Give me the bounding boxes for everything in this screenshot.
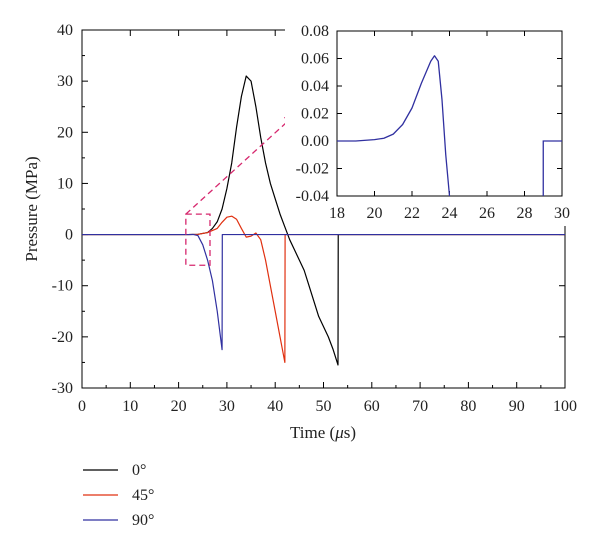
inset-series-line-90deg-tail	[542, 140, 562, 196]
inset-x-tick-label: 30	[554, 205, 570, 222]
series-line-0deg	[82, 75, 565, 366]
inset-y-tick-label: 0.02	[301, 106, 329, 123]
x-tick-label: 0	[78, 398, 86, 415]
x-tick-label: 80	[460, 398, 476, 415]
y-axis-label: Pressure (MPa)	[22, 156, 41, 261]
y-tick-label: 20	[57, 124, 73, 141]
inset-x-tick-label: 28	[517, 205, 533, 222]
y-tick-label: -30	[52, 380, 73, 397]
y-tick-label: 10	[57, 175, 73, 192]
main-series	[82, 75, 565, 366]
zoom-box	[185, 213, 211, 266]
inset-x-tick-label: 26	[479, 205, 495, 222]
x-tick-label: 60	[364, 398, 380, 415]
main-axes: 0 10 20 30 40 50 60 70 80 90 100 -30 -20 -10 0 10 20 30 40	[52, 22, 577, 415]
x-tick-label: 30	[219, 398, 235, 415]
inset-y-tick-label: 0.08	[301, 23, 329, 40]
x-tick-label: 20	[171, 398, 187, 415]
x-axis-label: Time (μs)	[290, 423, 356, 442]
y-tick-label: 0	[65, 227, 73, 244]
inset-x-tick-label: 18	[329, 205, 345, 222]
series-line-45deg	[82, 215, 565, 364]
y-tick-label: -20	[52, 329, 73, 346]
x-tick-label: 90	[509, 398, 525, 415]
inset-x-tick-label: 24	[442, 205, 458, 222]
legend-label: 0°	[132, 462, 146, 479]
x-tick-label: 100	[553, 398, 577, 415]
inset-y-tick-label: -0.04	[296, 188, 329, 205]
legend-label: 90°	[132, 512, 154, 529]
legend-label: 45°	[132, 487, 154, 504]
y-tick-label: 30	[57, 73, 73, 90]
inset-x-tick-label: 22	[404, 205, 420, 222]
series-line-90deg	[82, 233, 565, 351]
x-tick-label: 70	[412, 398, 428, 415]
inset-y-tick-label: 0.04	[301, 78, 329, 95]
inset-y-tick-label: 0.06	[301, 51, 329, 68]
inset-y-tick-label: -0.02	[296, 161, 329, 178]
x-tick-label: 40	[267, 398, 283, 415]
x-tick-label: 50	[316, 398, 332, 415]
x-tick-label: 10	[122, 398, 138, 415]
inset-chart: 18 20 22 24 26 28 30 -0.04 -0.02 0.00 0.02 0.04 0.06…	[285, 21, 572, 226]
zoom-arrow-line	[185, 121, 288, 215]
y-tick-label: 40	[57, 22, 73, 39]
inset-y-tick-label: 0.00	[301, 133, 329, 150]
inset-x-tick-label: 20	[367, 205, 383, 222]
y-tick-label: -10	[52, 278, 73, 295]
legend: 0° 45° 90°	[83, 462, 154, 529]
inset-series-line-90deg	[337, 55, 451, 197]
